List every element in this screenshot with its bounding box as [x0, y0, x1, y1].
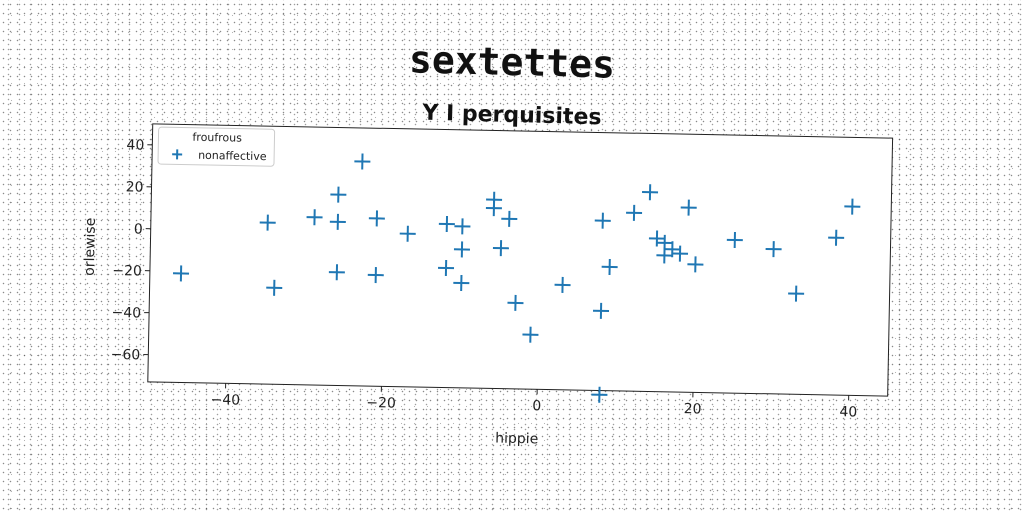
- data-point: [594, 212, 611, 229]
- data-point: [438, 215, 455, 232]
- y-tick-label: 40: [126, 137, 144, 153]
- data-point: [485, 200, 502, 217]
- x-tick-label: 0: [532, 398, 541, 414]
- data-point: [354, 153, 371, 170]
- data-point: [453, 241, 470, 258]
- data-point: [664, 241, 681, 258]
- data-point: [844, 198, 861, 215]
- x-axis-label: hippie: [495, 431, 538, 448]
- data-point: [672, 245, 689, 262]
- data-point: [642, 184, 659, 201]
- legend-marker-nonaffective: [172, 149, 183, 160]
- data-point: [399, 225, 416, 242]
- data-point: [591, 386, 608, 403]
- data-point: [329, 213, 346, 230]
- y-axis-label: orlewise: [82, 218, 99, 276]
- data-point: [173, 265, 190, 282]
- data-point: [501, 210, 518, 227]
- data-point: [368, 210, 385, 227]
- y-tick-label: 20: [126, 179, 144, 195]
- data-point: [593, 302, 610, 319]
- data-point: [601, 258, 618, 275]
- plot-area: [147, 123, 894, 397]
- data-point: [328, 264, 345, 281]
- data-point: [522, 326, 539, 343]
- y-tick-label: 0: [134, 221, 143, 237]
- legend-label-froufrous: froufrous: [192, 131, 242, 145]
- data-point: [765, 241, 782, 258]
- data-point: [330, 186, 347, 203]
- data-point: [788, 285, 805, 302]
- data-point: [492, 240, 509, 257]
- y-tick-label: −60: [111, 347, 141, 364]
- x-tick-label: 40: [839, 404, 857, 420]
- data-point: [367, 267, 384, 284]
- legend-box: [157, 126, 276, 167]
- y-tick-label: −40: [111, 305, 141, 322]
- data-point: [687, 256, 704, 273]
- data-point: [306, 209, 323, 226]
- data-point: [648, 230, 665, 247]
- x-tick-label: 20: [684, 401, 702, 417]
- data-point: [438, 260, 455, 277]
- data-point: [554, 276, 571, 293]
- y-tick-label: −20: [112, 263, 142, 280]
- data-point: [454, 218, 471, 235]
- data-point: [266, 279, 283, 296]
- data-point: [828, 229, 845, 246]
- data-point: [259, 214, 276, 231]
- data-point: [680, 199, 697, 216]
- legend-label-nonaffective: nonaffective: [198, 149, 267, 163]
- x-tick-label: −40: [210, 392, 240, 409]
- data-point: [726, 231, 743, 249]
- data-point: [626, 204, 643, 221]
- x-tick-label: −20: [366, 395, 396, 412]
- data-point: [507, 294, 524, 311]
- legend: froufrous nonaffective: [157, 126, 276, 167]
- data-point: [453, 274, 470, 292]
